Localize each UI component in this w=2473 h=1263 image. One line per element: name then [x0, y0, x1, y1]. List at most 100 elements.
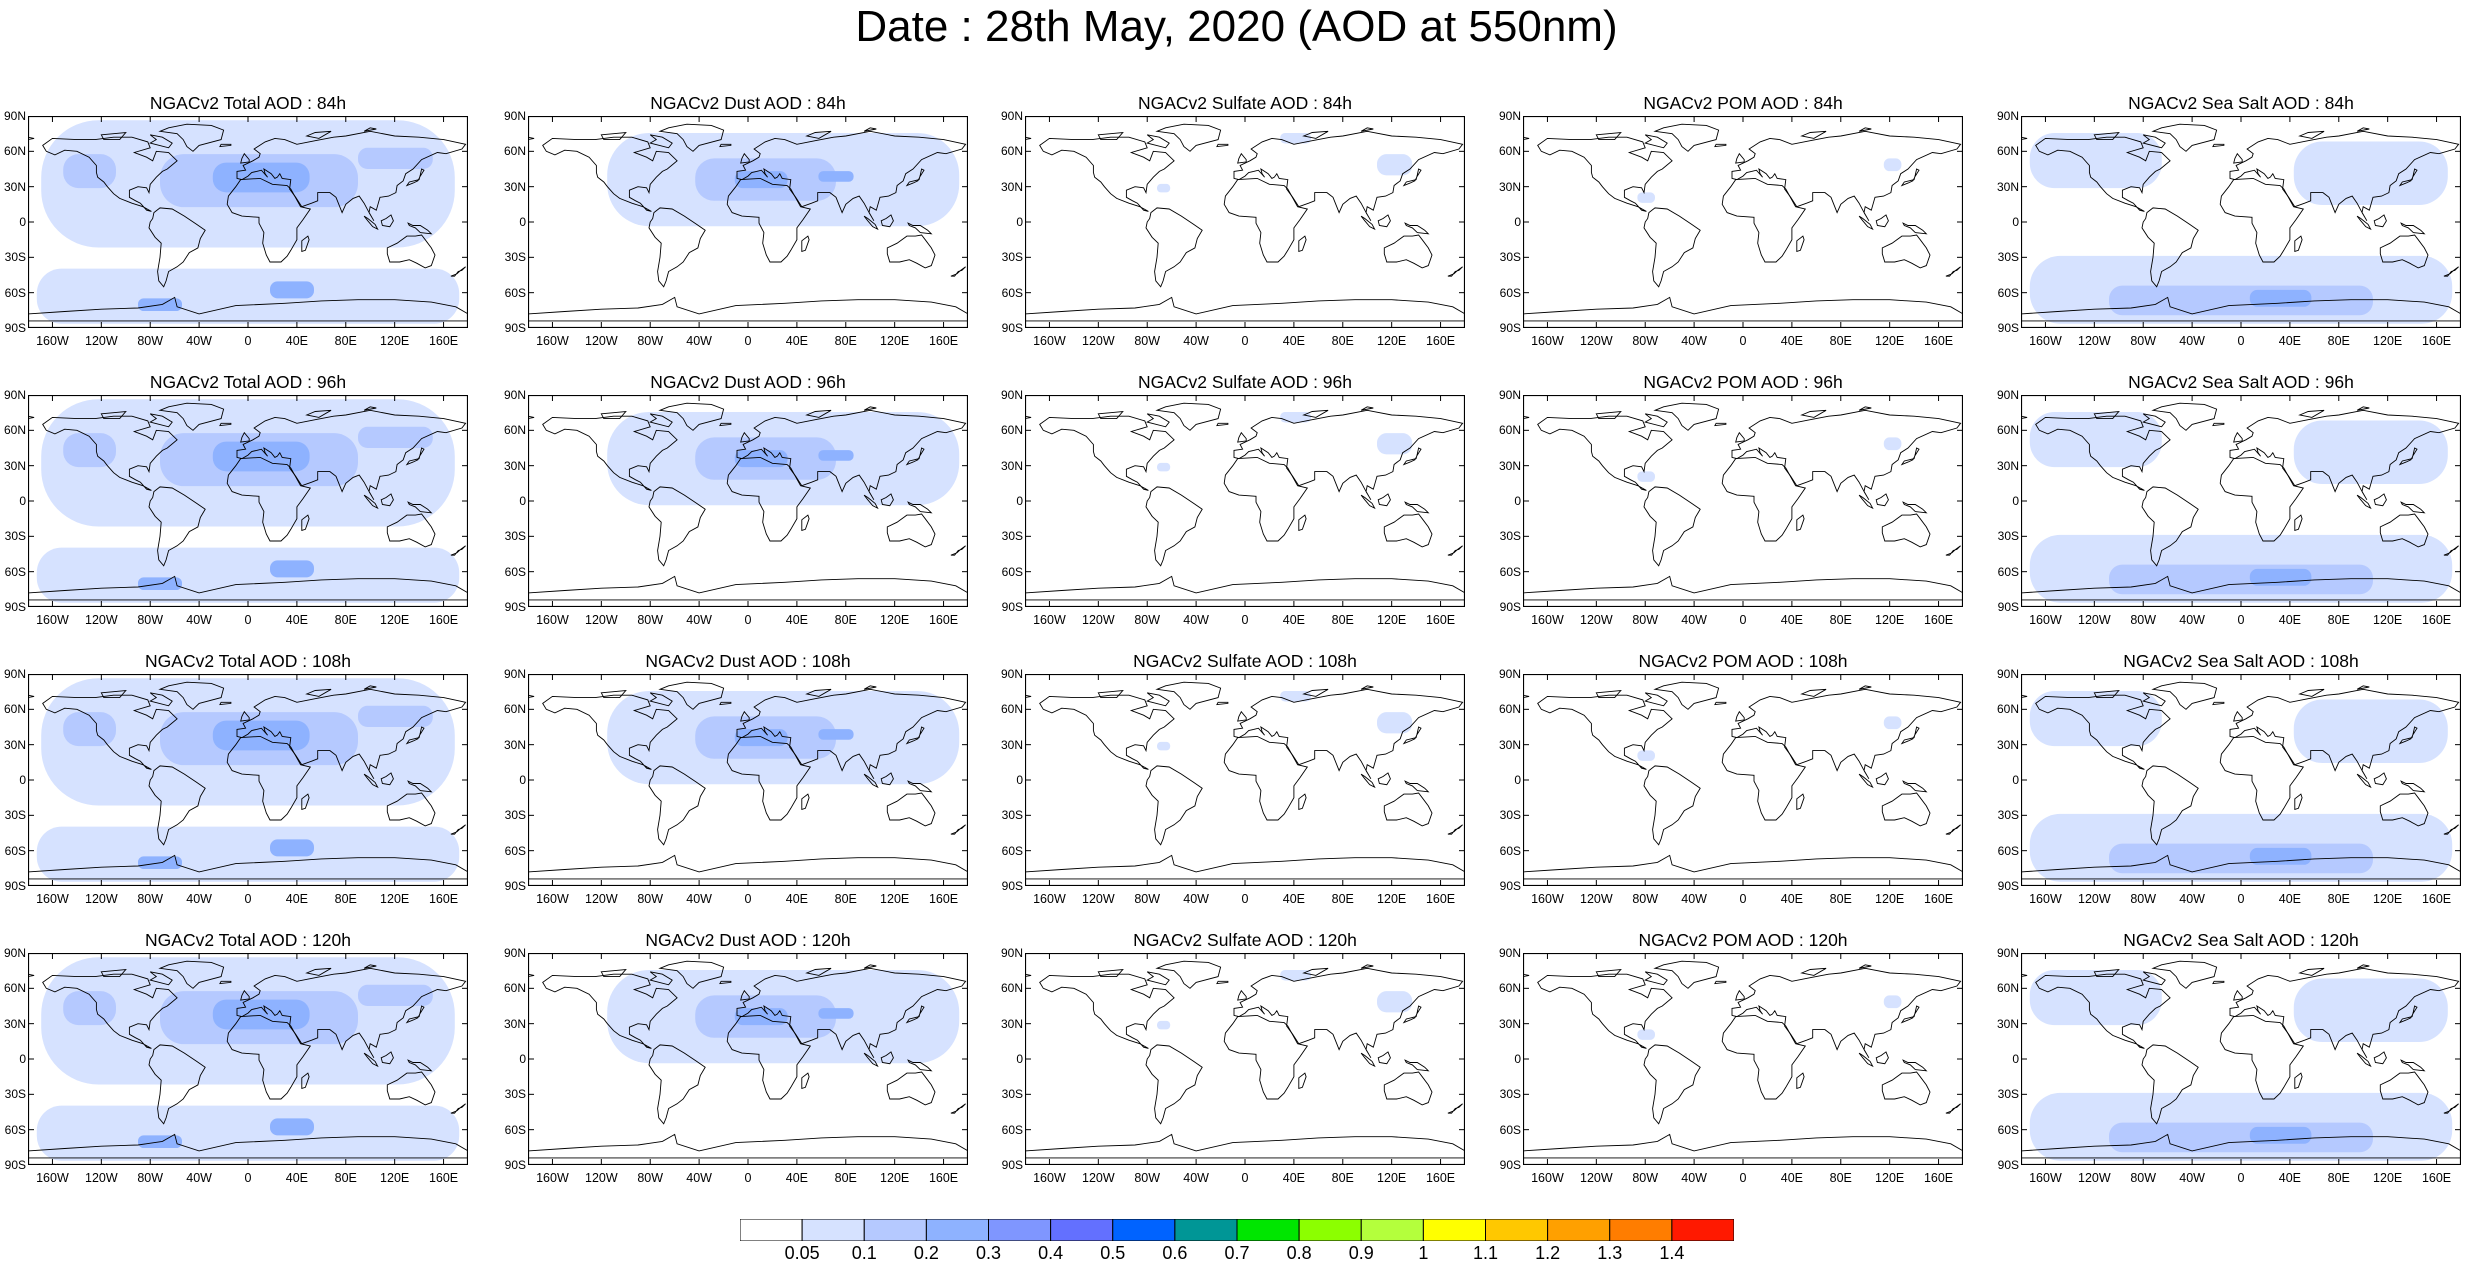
coastline	[1155, 402, 1222, 431]
aod-shading	[1157, 462, 1171, 472]
coastline	[1595, 689, 1622, 699]
aod-shading	[2029, 969, 2162, 1026]
coastline	[1945, 545, 1961, 556]
coastline	[648, 486, 706, 567]
lat-label: 90N	[1996, 667, 2019, 681]
lat-label: 60S	[504, 1122, 526, 1137]
lat-label: 60N	[1000, 423, 1023, 438]
lon-label: 0	[2237, 892, 2245, 906]
coastline	[2093, 131, 2120, 141]
lat-label: 30S	[504, 1087, 526, 1102]
lat-label: 0	[1514, 773, 1521, 787]
lat-label: 90N	[1498, 109, 1521, 123]
aod-shading	[2293, 420, 2448, 485]
coastline	[905, 168, 925, 187]
lat-label: 30S	[4, 250, 26, 265]
lat-label: 30N	[503, 458, 526, 473]
lon-label: 80W	[2130, 1171, 2157, 1185]
coastline	[1237, 710, 1247, 722]
coastline	[1731, 130, 1962, 222]
lon-label: 80E	[1331, 1171, 1354, 1185]
coastline	[1377, 1051, 1391, 1065]
coastline	[2142, 692, 2166, 707]
lat-label: 90S	[1001, 600, 1023, 614]
lon-label: 80E	[834, 892, 857, 906]
lat-label: 30S	[1997, 808, 2019, 823]
coastline	[148, 486, 206, 567]
coastline	[1523, 136, 1530, 141]
lon-label: 80W	[637, 892, 664, 906]
lat-label: 60N	[1996, 423, 2019, 438]
colorbar-swatch	[1050, 1219, 1114, 1241]
lat-label: 60S	[1001, 564, 1023, 579]
aod-shading	[1157, 1020, 1171, 1030]
coastline	[863, 1052, 879, 1068]
colorbar-swatch	[1422, 1219, 1486, 1241]
coastline	[2356, 964, 2370, 969]
coastline	[1800, 130, 1827, 139]
coastline	[1735, 710, 1745, 722]
coastline	[1644, 134, 1668, 149]
aod-shading	[2293, 699, 2448, 764]
panel-title: NGACv2 Total AOD : 84h	[149, 93, 347, 113]
aod-map	[2021, 116, 2461, 328]
panel-title: NGACv2 Sulfate AOD : 108h	[1133, 651, 1357, 671]
coastline	[1945, 1103, 1961, 1114]
coastline	[2373, 1051, 2387, 1065]
coastline	[542, 136, 678, 212]
lat-label: 60N	[1000, 981, 1023, 996]
coastline	[1735, 152, 1745, 164]
coastline	[1377, 214, 1391, 228]
coastline	[542, 415, 678, 491]
colorbar-label: 0.9	[1348, 1243, 1374, 1263]
colorbar-swatch	[740, 1219, 803, 1241]
coastline	[1146, 971, 1170, 986]
coastline	[1644, 692, 1668, 707]
lon-label: 80E	[334, 1171, 357, 1185]
lon-label: 80W	[137, 613, 164, 627]
coastline	[1523, 854, 1963, 880]
colorbar-label: 0.5	[1100, 1243, 1126, 1263]
lon-label: 80W	[137, 334, 164, 348]
coastline	[863, 494, 879, 510]
aod-shading	[818, 450, 854, 461]
lon-label: 120E	[380, 1171, 410, 1185]
coastline	[28, 415, 35, 420]
lat-label: 90S	[504, 1158, 526, 1172]
coastline	[363, 964, 377, 969]
lat-label: 90N	[503, 667, 526, 681]
lat-label: 30S	[4, 1087, 26, 1102]
panel-title: NGACv2 Dust AOD : 96h	[650, 372, 846, 392]
coastline	[1644, 971, 1668, 986]
coastline	[28, 973, 35, 978]
lon-label: 80W	[137, 892, 164, 906]
lat-label: 30N	[503, 179, 526, 194]
lon-label: 120E	[1377, 613, 1407, 627]
lat-label: 60S	[1499, 564, 1521, 579]
coastline	[1145, 486, 1203, 567]
colorbar-label: 1.1	[1472, 1243, 1499, 1263]
coastline	[149, 413, 173, 428]
map-background	[1523, 674, 1963, 886]
lat-label: 60N	[1498, 423, 1521, 438]
panel-title: NGACv2 Sulfate AOD : 96h	[1138, 372, 1352, 392]
coastline	[600, 968, 627, 978]
coastline	[1900, 1005, 1920, 1024]
coastline	[1653, 123, 1720, 152]
aod-shading	[1377, 154, 1413, 176]
map-frame	[1025, 395, 1465, 607]
coastline	[1735, 431, 1745, 443]
lat-label: 90S	[1001, 1158, 1023, 1172]
colorbar-label: 1	[1418, 1243, 1429, 1263]
lon-label: 40E	[285, 892, 308, 906]
coastline	[2400, 1059, 2426, 1072]
coastline	[1902, 222, 1928, 235]
map-panel-seasalt-96h: NGACv2 Sea Salt AOD : 96h 90N 60N 30N 0 30S 60…	[1993, 371, 2463, 631]
coastline	[2233, 710, 2243, 722]
coastline	[1039, 136, 1175, 212]
colorbar-swatch	[925, 1219, 989, 1241]
coastline	[450, 824, 466, 835]
lat-label: 60N	[3, 981, 26, 996]
lon-label: 120E	[2373, 334, 2403, 348]
coastline	[1145, 765, 1203, 846]
